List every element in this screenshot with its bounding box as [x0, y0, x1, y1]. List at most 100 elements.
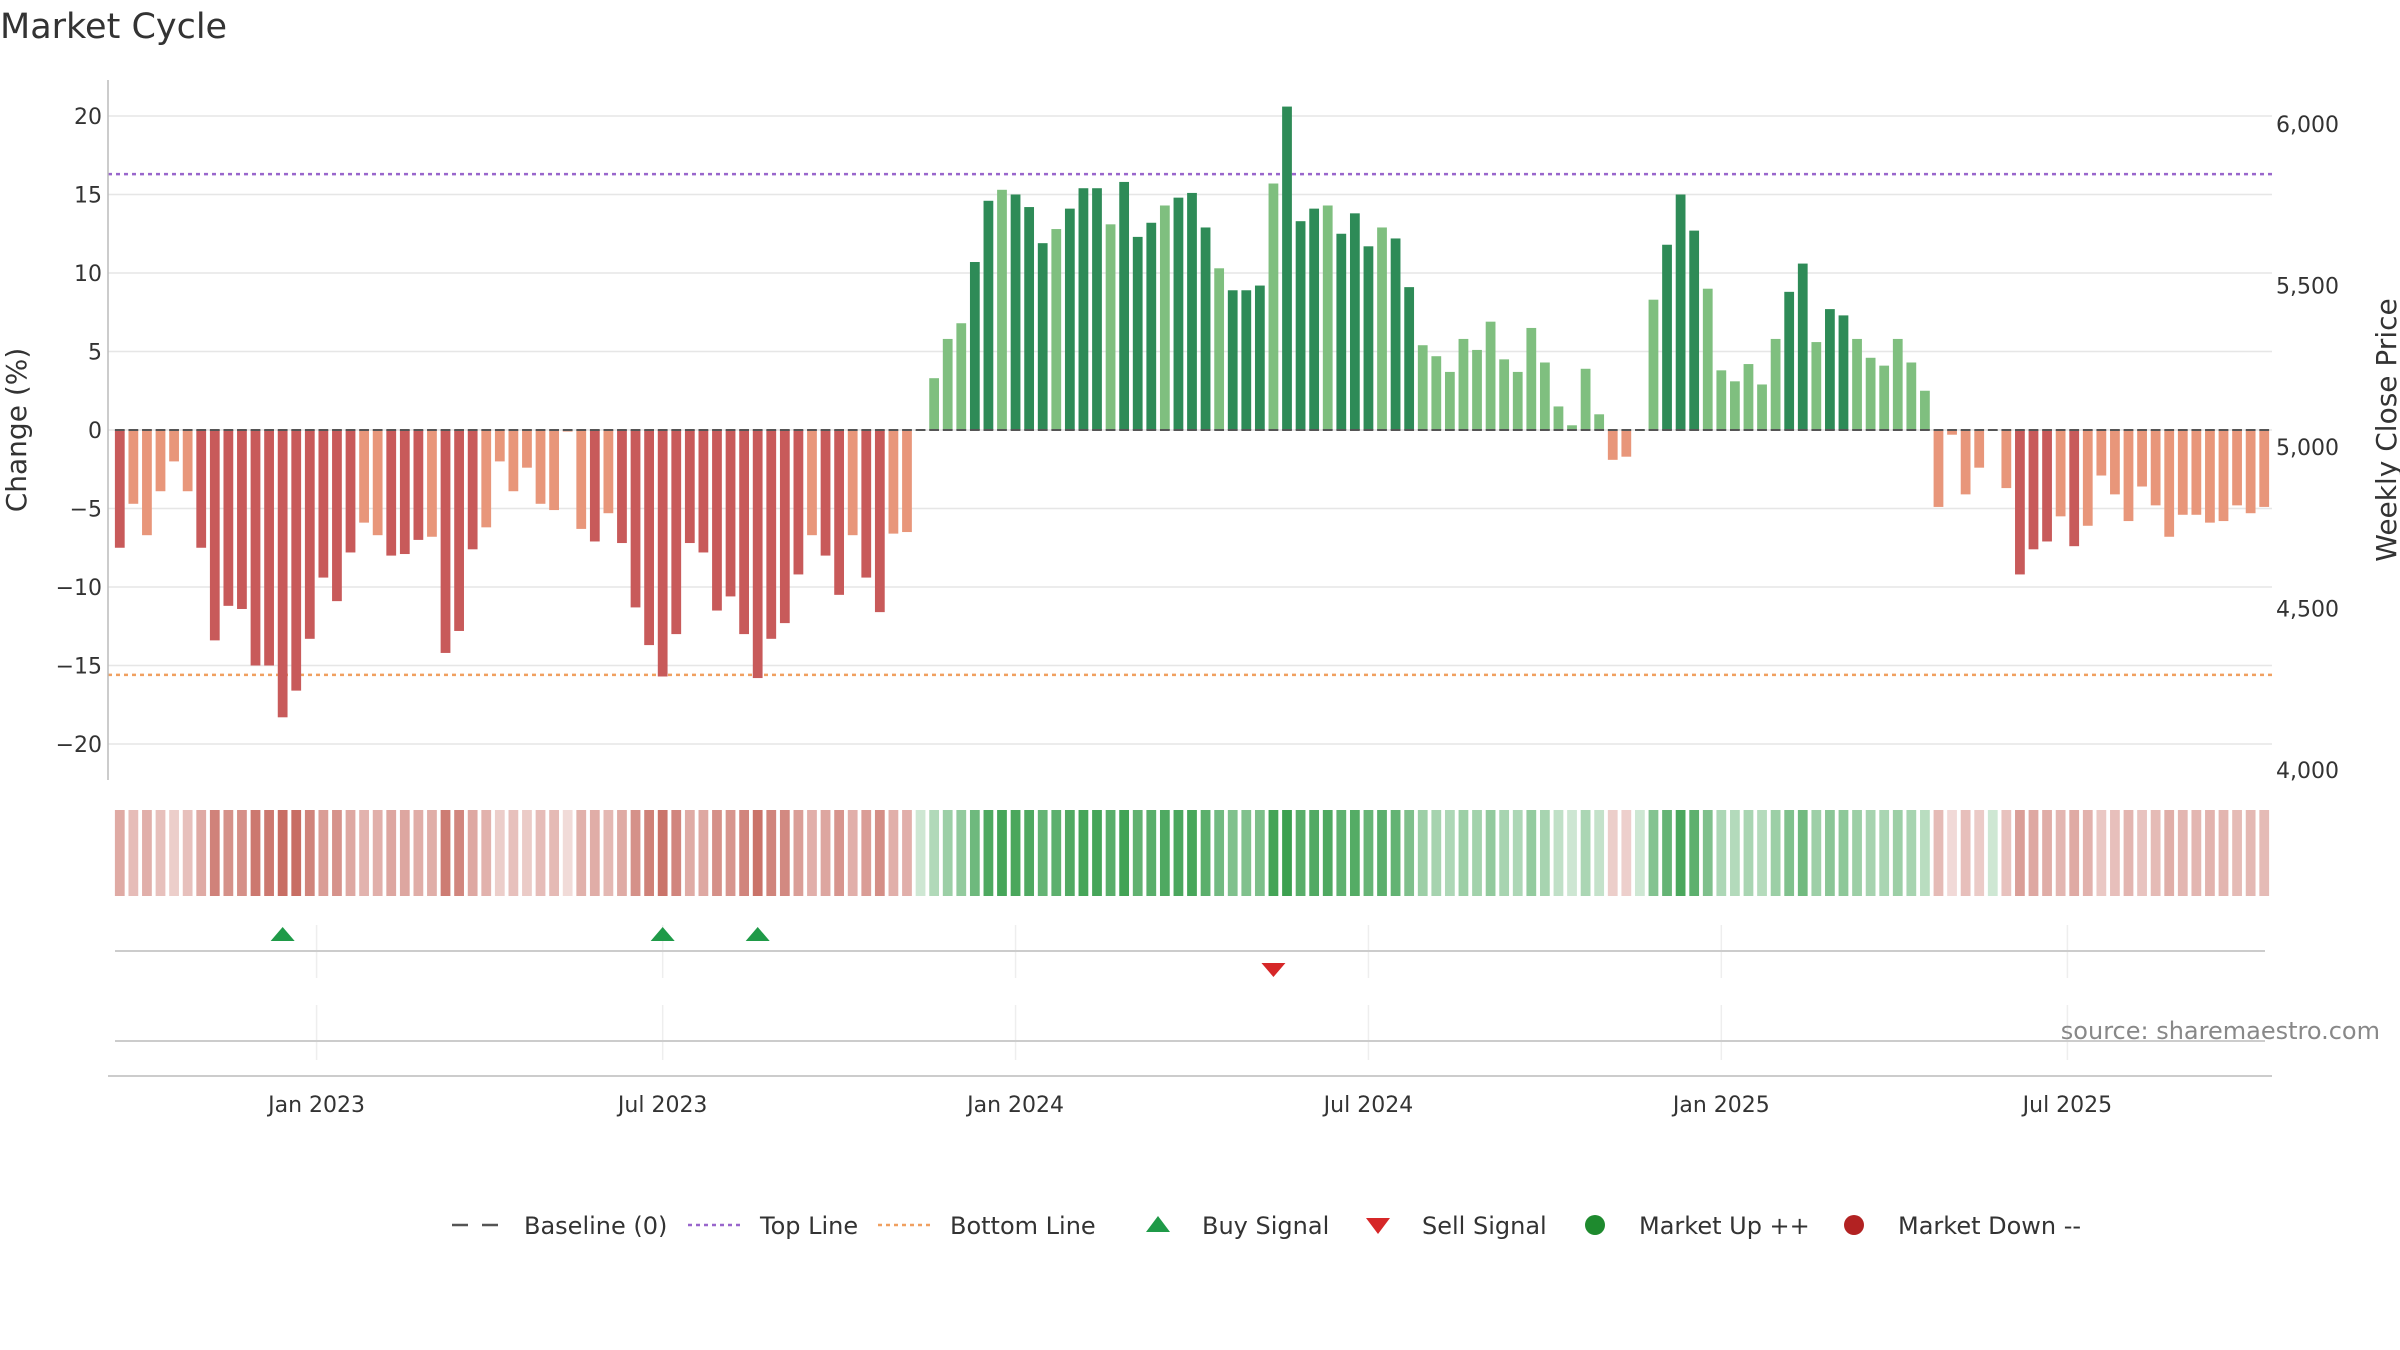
x-tick-label: Jan 2025	[1671, 1093, 1770, 1118]
cycle-bar	[1010, 194, 1021, 430]
cycle-strip-cell	[1431, 810, 1442, 896]
cycle-bar	[2001, 430, 2012, 489]
cycle-bar	[1526, 327, 1537, 430]
cycle-bar	[1282, 106, 1292, 430]
cycle-strip-cell	[902, 810, 912, 896]
cycle-strip-cell	[1987, 810, 1998, 896]
cycle-strip-cell	[237, 810, 247, 896]
cycle-bar	[1444, 371, 1455, 430]
axes-layer: 20 15 10 5 0 −5 −10 −15 −20 6,000 5,500 5,000 4,500 4…	[56, 80, 2339, 1118]
cycle-bar	[1309, 208, 1320, 430]
legend-item: Baseline (0)	[452, 1212, 667, 1240]
cycle-strip-cell	[1689, 810, 1700, 896]
cycle-bar	[1404, 287, 1415, 430]
cycle-bar	[291, 430, 302, 691]
cycle-bar	[2096, 430, 2107, 476]
cycle-bar	[1377, 227, 1387, 430]
cycle-strip-cell	[1417, 810, 1428, 896]
cycle-bar	[1431, 356, 1442, 430]
cycle-strip-cell	[779, 810, 790, 896]
y2-tick-label: 5,000	[2276, 436, 2339, 461]
cycle-bar	[956, 323, 967, 430]
y-tick-label: 15	[74, 184, 102, 209]
cycle-strip-cell	[1716, 810, 1727, 896]
cycle-bar	[155, 430, 166, 492]
cycle-bar	[1241, 290, 1252, 430]
cycle-bar	[1621, 430, 1632, 457]
cycle-strip-cell	[209, 810, 220, 896]
cycle-strip-cell	[1064, 810, 1075, 896]
cycle-strip-cell	[1132, 810, 1143, 896]
cycle-strip-cell	[1485, 810, 1496, 896]
cycle-bar	[684, 430, 695, 544]
cycle-strip-cell	[1743, 810, 1754, 896]
cycle-bar	[983, 200, 994, 430]
cycle-strip-cell	[684, 810, 695, 896]
cycle-bar	[494, 430, 505, 462]
cycle-bar	[1159, 205, 1170, 430]
cycle-strip-cell	[2218, 810, 2229, 896]
cycle-strip-cell	[1173, 810, 1184, 896]
cycle-bar	[1512, 371, 1523, 430]
cycle-bar	[807, 430, 817, 536]
legend-sell-icon	[1366, 1218, 1390, 1234]
cycle-strip-cell	[1933, 810, 1944, 896]
cycle-strip-cell	[1662, 810, 1672, 896]
cycle-strip-cell	[1010, 810, 1021, 896]
cycle-strip-cell	[1282, 810, 1292, 896]
cycle-strip-cell	[725, 810, 736, 896]
cycle-bar	[698, 430, 709, 553]
cycle-strip-cell	[915, 810, 926, 896]
cycle-bar	[834, 430, 845, 595]
cycle-bar	[1675, 194, 1686, 430]
cycle-strip-cell	[182, 810, 193, 896]
cycle-strip-cell	[549, 810, 559, 896]
cycle-strip-cell	[1458, 810, 1469, 896]
cycle-strip-cell	[2123, 810, 2134, 896]
cycle-bar	[386, 430, 397, 556]
cycle-bar	[399, 430, 410, 555]
cycle-bar	[1730, 381, 1740, 430]
cycle-strip-cell	[1825, 810, 1835, 896]
cycle-bar	[508, 430, 519, 492]
cycle-strip-cell	[847, 810, 858, 896]
cycle-bar	[2205, 430, 2215, 523]
cycle-bar	[1865, 357, 1876, 430]
cycle-strip-cell	[1621, 810, 1632, 896]
cycle-strip-cell	[1105, 810, 1116, 896]
cycle-strip-cell	[2042, 810, 2052, 896]
cycle-bar	[1892, 338, 1903, 430]
y2-tick-label: 6,000	[2276, 113, 2339, 138]
cycle-strip-cell	[169, 810, 179, 896]
cycle-bar	[250, 430, 261, 666]
cycle-strip-cell	[1811, 810, 1822, 896]
cycle-bar	[589, 430, 600, 542]
legend-label: Market Down --	[1898, 1212, 2081, 1240]
cycle-strip-cell	[1472, 810, 1482, 896]
cycle-strip-cell	[1865, 810, 1876, 896]
cycle-strip-cell	[874, 810, 885, 896]
cycle-strip-cell	[1254, 810, 1265, 896]
cycle-bar	[725, 430, 736, 597]
cycle-strip-cell	[1960, 810, 1971, 896]
cycle-strip-cell	[250, 810, 261, 896]
cycle-bar	[1716, 370, 1727, 430]
cycle-strip-cell	[2191, 810, 2202, 896]
signal-row	[115, 927, 2265, 1042]
cycle-strip-cell	[359, 810, 369, 896]
cycle-strip-cell	[888, 810, 899, 896]
cycle-bar	[223, 430, 234, 606]
cycle-strip-cell	[1322, 810, 1333, 896]
cycle-bar	[1960, 430, 1971, 495]
cycle-strip-cell	[983, 810, 994, 896]
cycle-strip-cell	[1906, 810, 1917, 896]
cycle-strip-cell	[372, 810, 383, 896]
cycle-strip-cell	[1770, 810, 1781, 896]
cycle-bar	[1770, 338, 1781, 430]
cycle-strip-cell	[427, 810, 437, 896]
cycle-bar	[1499, 359, 1510, 430]
cycle-bar	[1947, 430, 1957, 435]
cycle-strip-cell	[481, 810, 492, 896]
buy-signal-marker	[745, 927, 770, 941]
buy-signal-marker	[270, 927, 295, 941]
